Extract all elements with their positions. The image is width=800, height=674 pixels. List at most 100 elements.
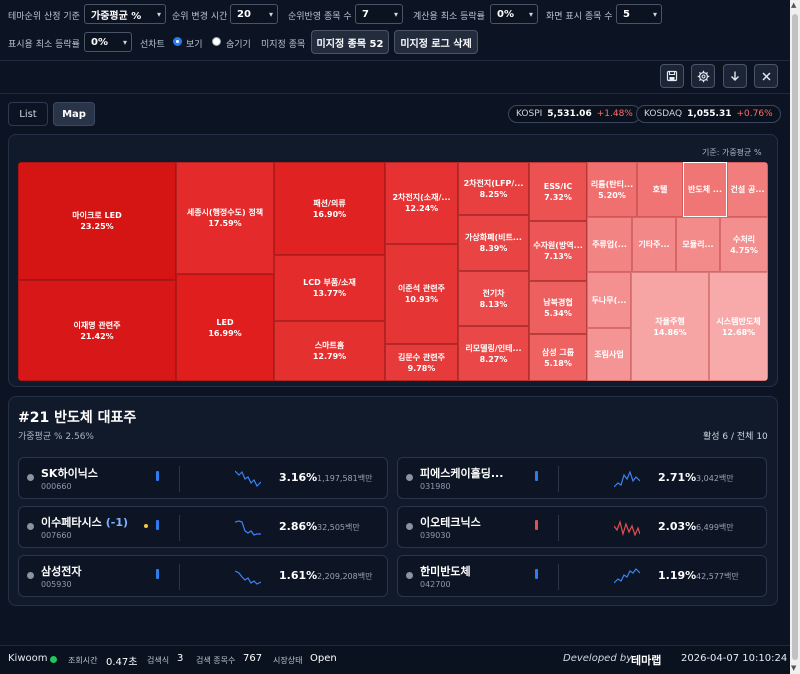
- stock-card[interactable]: 이수페타시스 (-1) 007660 2.86% 32,505백만: [18, 506, 388, 548]
- treemap-cell[interactable]: 삼성 그룹 5.18%: [529, 334, 587, 381]
- treemap-cell-name: 두나무(...: [591, 295, 627, 305]
- treemap-cell-value: 21.42%: [80, 331, 114, 341]
- card-divider: [558, 564, 559, 590]
- treemap-cell[interactable]: 자율주행 14.86%: [631, 272, 709, 381]
- treemap-cell[interactable]: ESS/IC 7.32%: [529, 162, 587, 221]
- stock-card[interactable]: 피에스케이홀딩... 031980 2.71% 3,042백만: [397, 457, 767, 499]
- treemap-cell-value: 16.99%: [208, 328, 242, 338]
- market-status-value: Open: [310, 653, 337, 664]
- treemap-cell[interactable]: 건설 공...: [727, 162, 768, 217]
- card-divider: [179, 515, 180, 541]
- treemap-cell[interactable]: 시스템반도체 12.68%: [709, 272, 768, 381]
- status-dot: [406, 572, 413, 579]
- treemap-cell-value: 8.27%: [479, 354, 508, 364]
- stock-card[interactable]: 이오테크닉스 039030 2.03% 6,499백만: [397, 506, 767, 548]
- treemap-cell-value: 8.25%: [479, 189, 508, 199]
- treemap-cell-value: 23.25%: [80, 222, 114, 231]
- header-divider: [0, 93, 790, 94]
- treemap-cell[interactable]: 주류업(...: [587, 217, 632, 272]
- tab-map[interactable]: Map: [53, 102, 95, 126]
- hide-radio[interactable]: [212, 37, 221, 46]
- stock-card[interactable]: 삼성전자 005930 1.61% 2,209,208백만: [18, 555, 388, 597]
- rank-basis-select[interactable]: 가중평균 % ▾: [84, 4, 166, 24]
- rank-change-label: 순위 변경 시간: [172, 12, 228, 22]
- scrollbar-thumb[interactable]: [792, 14, 798, 660]
- chevron-down-icon: ▾: [652, 9, 657, 19]
- treemap-cell-value: 12.79%: [312, 352, 347, 361]
- rank-stocks-label: 순위반영 종목 수: [288, 12, 352, 22]
- stock-code: 039030: [420, 531, 451, 540]
- kosdaq-value: 1,055.31: [687, 109, 732, 119]
- treemap-cell-name: 수자원(방역...: [533, 241, 583, 250]
- card-divider: [558, 515, 559, 541]
- tab-list[interactable]: List: [8, 102, 48, 126]
- treemap-cell[interactable]: 이준석 관련주 10.93%: [385, 244, 458, 344]
- treemap-cell[interactable]: 수처리 4.75%: [720, 217, 768, 272]
- min-rate-select[interactable]: 0% ▾: [490, 4, 538, 24]
- gear-icon[interactable]: [691, 64, 715, 88]
- status-dot: [406, 523, 413, 530]
- treemap-cell-name: 모듈리...: [682, 240, 714, 249]
- close-icon[interactable]: [754, 64, 778, 88]
- treemap-cell[interactable]: 전기차 8.13%: [458, 271, 529, 326]
- status-divider: [0, 645, 790, 646]
- card-divider: [558, 466, 559, 492]
- treemap-cell-name: 리모델링/인테...: [465, 343, 522, 353]
- stock-card[interactable]: SK하이닉스 000660 3.16% 1,197,581백만: [18, 457, 388, 499]
- show-radio[interactable]: [173, 37, 182, 46]
- treemap-cell[interactable]: 반도체 ...: [683, 162, 727, 217]
- treemap-cell[interactable]: 리튬(탄티... 5.20%: [587, 162, 637, 217]
- stock-change-pct: 2.71%: [658, 471, 697, 484]
- treemap-cell-name: 스마트홈: [314, 341, 345, 350]
- stock-name: 이오테크닉스: [420, 514, 481, 530]
- treemap-cell[interactable]: 두나무(...: [587, 272, 631, 328]
- volume-bar: [156, 520, 159, 530]
- treemap-cell[interactable]: 2차전지(소재/... 12.24%: [385, 162, 458, 244]
- stock-change-pct: 2.03%: [658, 520, 697, 533]
- treemap-cell[interactable]: 남북경협 5.34%: [529, 281, 587, 334]
- arrow-down-icon[interactable]: [723, 64, 747, 88]
- kospi-pill: KOSPI 5,531.06 +1.48%: [508, 105, 641, 123]
- treemap-cell[interactable]: 조림사업: [587, 328, 631, 381]
- treemap-cell[interactable]: 호텔: [637, 162, 683, 217]
- sparkline: [614, 519, 640, 537]
- stock-card[interactable]: 한미반도체 042700 1.19% 42,577백만: [397, 555, 767, 597]
- rank-change-select[interactable]: 20 ▾: [230, 4, 278, 24]
- market-status-label: 시장상태: [273, 656, 303, 665]
- treemap-cell[interactable]: 가상화폐(비트... 8.39%: [458, 215, 529, 271]
- treemap-cell[interactable]: 마이크로 LED 23.25%: [18, 162, 176, 280]
- stock-change-pct: 3.16%: [279, 471, 318, 484]
- display-min-rate-select[interactable]: 0% ▾: [84, 32, 132, 52]
- treemap-cell-value: 4.75%: [730, 245, 758, 255]
- treemap-cell[interactable]: 김문수 관련주 9.78%: [385, 344, 458, 381]
- treemap-cell[interactable]: 수자원(방역... 7.13%: [529, 221, 587, 281]
- treemap-cell-value: 5.20%: [598, 190, 626, 200]
- stock-trade-amount: 1,197,581백만: [317, 474, 373, 483]
- scroll-up-icon[interactable]: ▲: [791, 1, 797, 9]
- treemap-cell[interactable]: 패션/의류 16.90%: [274, 162, 385, 255]
- kospi-label: KOSPI: [516, 109, 543, 119]
- treemap-cell[interactable]: 세종시(행정수도) 정책 17.59%: [176, 162, 274, 274]
- treemap-cell[interactable]: LCD 부품/소재 13.77%: [274, 255, 385, 321]
- treemap-cell[interactable]: 스마트홈 12.79%: [274, 321, 385, 381]
- treemap-cell[interactable]: 기타주...: [632, 217, 676, 272]
- delete-unassigned-log-button[interactable]: 미지정 로그 삭제: [394, 30, 478, 54]
- stock-name: 피에스케이홀딩...: [420, 465, 503, 481]
- scroll-down-icon[interactable]: ▼: [791, 664, 797, 672]
- volume-bar: [535, 569, 538, 579]
- treemap-cell[interactable]: 리모델링/인테... 8.27%: [458, 326, 529, 381]
- chevron-down-icon: ▾: [528, 9, 533, 19]
- unassigned-stocks-button[interactable]: 미지정 종목 52: [311, 30, 389, 54]
- display-count-select[interactable]: 5 ▾: [616, 4, 662, 24]
- treemap-cell-value: 7.13%: [544, 252, 572, 261]
- save-icon[interactable]: [660, 64, 684, 88]
- treemap-cell-name: 호텔: [652, 185, 668, 194]
- stock-code: 005930: [41, 580, 72, 589]
- rank-stocks-select[interactable]: 7 ▾: [355, 4, 403, 24]
- treemap-cell[interactable]: LED 16.99%: [176, 274, 274, 381]
- alert-dot: [144, 524, 148, 528]
- treemap-cell[interactable]: 모듈리...: [676, 217, 720, 272]
- treemap-cell-name: LED: [216, 317, 234, 327]
- treemap-cell[interactable]: 이재명 관련주 21.42%: [18, 280, 176, 381]
- treemap-cell[interactable]: 2차전지(LFP/... 8.25%: [458, 162, 529, 215]
